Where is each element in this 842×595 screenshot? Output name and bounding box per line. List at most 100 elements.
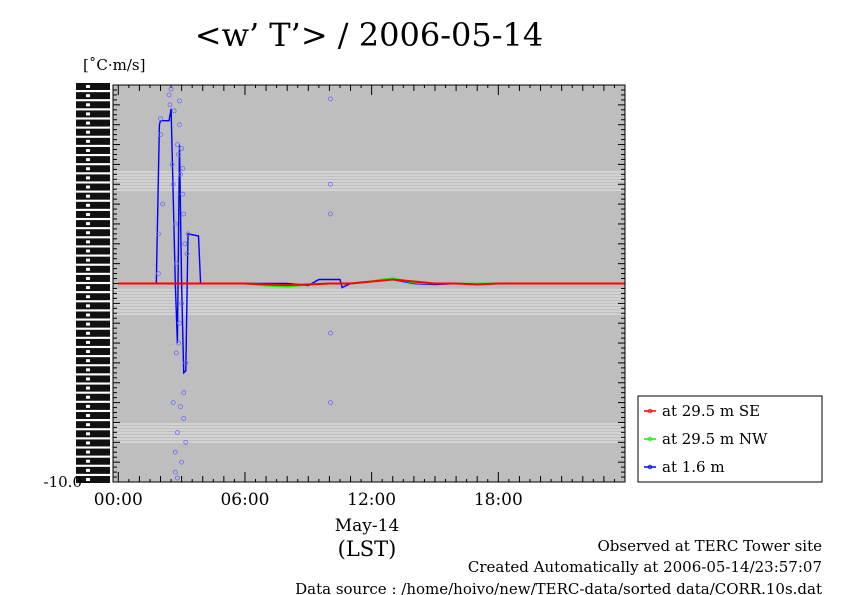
scatter-point <box>176 340 181 346</box>
y-tick-label-glyph <box>76 320 110 328</box>
scatter-point <box>177 98 182 104</box>
footer-data-source: Data source : /home/hoivo/new/TERC-data/… <box>295 580 822 595</box>
scatter-point <box>328 96 333 102</box>
legend: at 29.5 m SE at 29.5 m NW at 1.6 m <box>637 395 823 483</box>
scatter-point <box>170 181 176 187</box>
scatter-point <box>170 400 176 406</box>
scatter-point <box>173 350 179 356</box>
y-axis-label: [˚C·m/s] <box>83 56 145 74</box>
y-tick-label-glyph <box>76 293 110 301</box>
scatter-point <box>166 92 172 98</box>
y-tick-label-glyph-gap <box>86 404 90 408</box>
y-tick-label-glyph-gap <box>86 212 90 216</box>
scatter-point <box>177 122 182 128</box>
y-tick-label-glyph <box>76 357 110 365</box>
y-tick-label-glyph <box>76 274 110 282</box>
y-tick-label-glyph-gap <box>86 112 90 116</box>
y-tick-label-glyph-gap <box>86 85 90 88</box>
scatter-point <box>184 251 190 257</box>
y-tick-label-glyph-gap <box>86 322 90 326</box>
y-axis-ticks <box>113 84 625 483</box>
y-tick-label-glyph-gap <box>86 459 90 463</box>
y-tick-label-glyph-gap <box>86 185 90 189</box>
scatter-point <box>328 330 333 336</box>
scatter-point <box>183 360 189 366</box>
y-tick-label-glyph <box>76 393 110 401</box>
legend-label-2: at 29.5 m NW <box>662 430 768 448</box>
scatter-point <box>181 211 187 217</box>
scatter-point <box>171 108 177 114</box>
y-tick-label-glyph-gap <box>86 176 90 180</box>
y-tick-label-glyph-gap <box>86 423 90 427</box>
y-tick-label-glyph <box>76 366 110 374</box>
y-tick-label-glyph <box>76 183 110 191</box>
y-tick-label-glyph-gap <box>86 313 90 317</box>
y-tick-label-glyph <box>76 412 110 420</box>
y-tick-label-glyph <box>76 119 110 127</box>
scatter-point <box>169 161 175 167</box>
scatter-point <box>177 320 182 326</box>
y-tick-label-glyph <box>76 210 110 218</box>
legend-marker-1 <box>647 408 653 414</box>
x-tick-label: 12:00 <box>347 490 396 510</box>
y-tick-label-glyph <box>76 466 110 474</box>
scatter-point <box>328 211 333 217</box>
scatter-point <box>179 459 185 465</box>
y-tick-label-glyph-gap <box>86 148 90 152</box>
scatter-point <box>155 231 161 237</box>
y-tick-label-bottom: -10.0 <box>44 473 82 491</box>
scatter-point <box>181 416 187 421</box>
y-tick-label-glyph-gap <box>86 231 90 235</box>
horizontal-bands <box>113 171 625 443</box>
y-tick-label-glyph-gap <box>86 167 90 171</box>
legend-box <box>637 395 823 483</box>
y-tick-label-glyph-gap <box>86 249 90 253</box>
y-tick-label-glyph <box>76 256 110 264</box>
scatter-point <box>173 261 179 267</box>
y-tick-label-glyph-gap <box>86 432 90 436</box>
y-tick-label-glyph-gap <box>86 304 90 308</box>
y-tick-label-glyph <box>76 384 110 392</box>
scatter-point <box>158 132 163 138</box>
y-tick-label-glyph <box>76 329 110 337</box>
scatter-point <box>174 475 180 481</box>
y-tick-label-glyph <box>76 238 110 246</box>
y-tick-label-glyph-gap <box>86 368 90 372</box>
scatter-point <box>174 142 180 148</box>
scatter-point <box>181 390 187 396</box>
y-tick-label-glyph <box>76 201 110 209</box>
y-tick-label-glyph <box>76 430 110 438</box>
y-tick-label-glyph-gap <box>86 414 90 418</box>
y-tick-label-glyph <box>76 302 110 310</box>
x-axis-tick-labels: 00:00 06:00 12:00 18:00 <box>94 490 523 510</box>
y-tick-label-glyph-gap <box>86 222 90 226</box>
y-tick-label-glyph-gap <box>86 130 90 134</box>
y-tick-label-glyph-gap <box>86 450 90 454</box>
y-tick-label-glyph <box>76 402 110 410</box>
y-tick-label-glyph-gap <box>86 340 90 344</box>
y-tick-label-glyph-gap <box>86 359 90 363</box>
scatter-point <box>158 116 163 122</box>
y-tick-label-glyph <box>76 92 110 100</box>
scatter-point <box>185 231 191 237</box>
scatter-point <box>155 271 161 277</box>
y-tick-label-glyph <box>76 284 110 292</box>
scatter-point <box>176 152 181 157</box>
footer-created: Created Automatically at 2006-05-14/23:5… <box>468 558 822 576</box>
y-tick-label-glyph-gap <box>86 158 90 162</box>
scatter-point <box>182 241 188 247</box>
legend-marker-3 <box>647 464 653 470</box>
y-tick-label-glyph-gap <box>86 267 90 271</box>
y-tick-label-glyph <box>76 421 110 429</box>
y-tick-label-glyph <box>76 165 110 173</box>
y-tick-label-glyph-gap <box>86 377 90 381</box>
y-tick-label-glyph <box>76 247 110 255</box>
x-axis-unit-label: (LST) <box>338 537 397 561</box>
y-tick-label-glyph <box>76 128 110 136</box>
y-tick-label-glyph <box>76 311 110 319</box>
legend-label-3: at 1.6 m <box>662 458 725 476</box>
scatter-point <box>172 469 178 475</box>
y-tick-label-glyph <box>76 137 110 145</box>
y-tick-label-glyph-gap <box>86 194 90 198</box>
x-tick-label: 06:00 <box>220 490 269 510</box>
